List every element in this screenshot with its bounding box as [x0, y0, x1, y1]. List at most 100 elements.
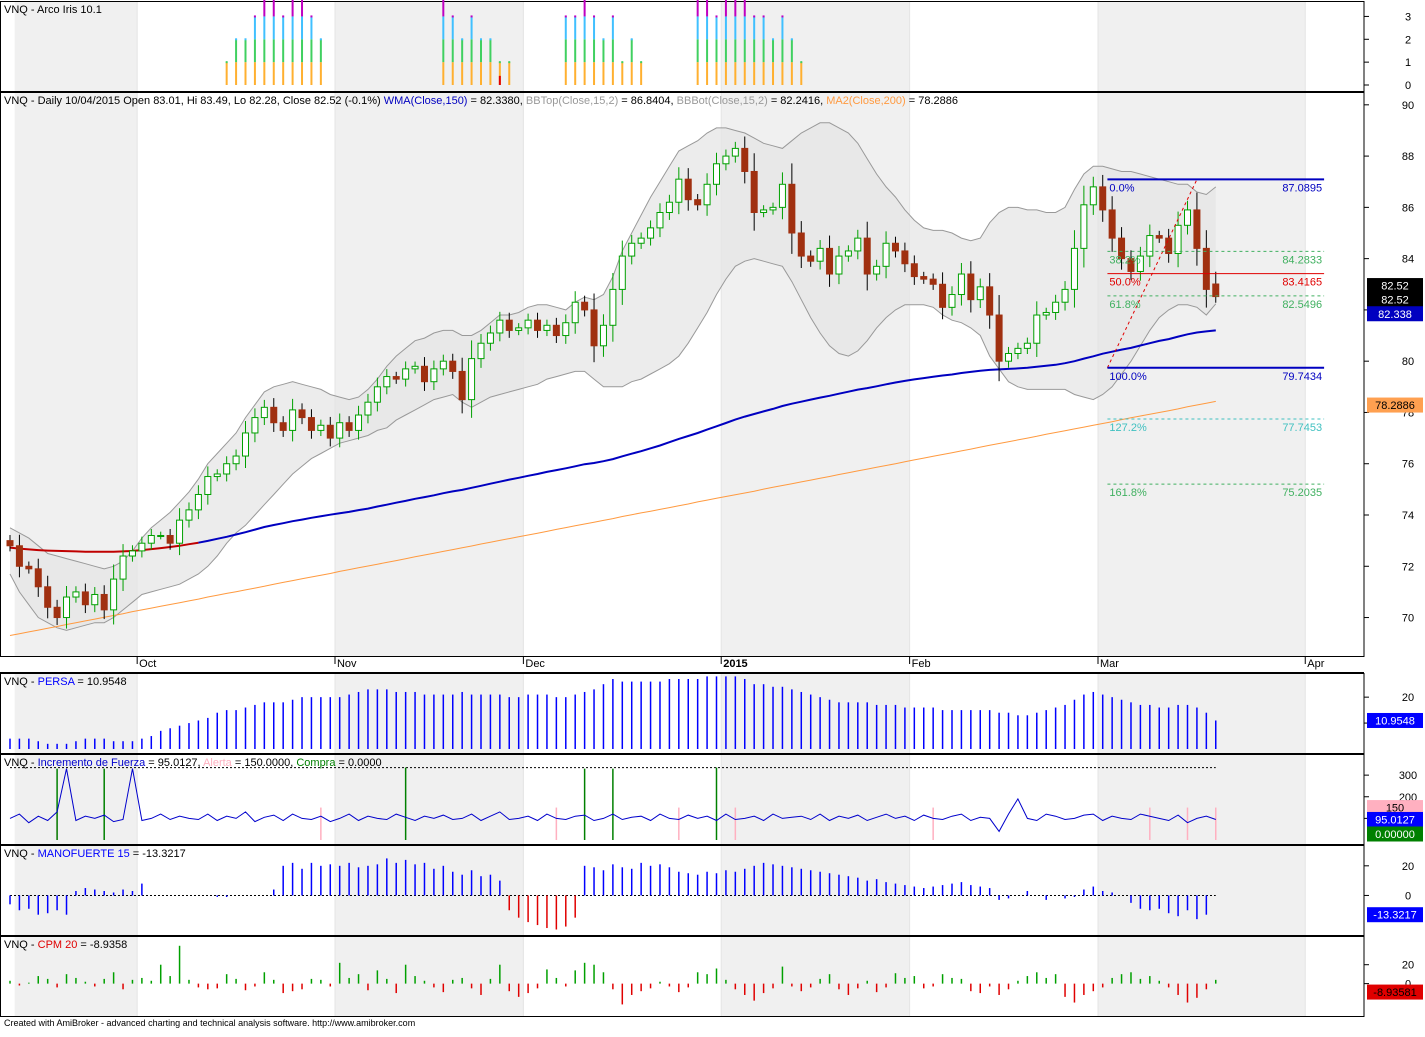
candle-body [355, 414, 363, 431]
candle-body [1023, 342, 1031, 349]
candle-body [486, 332, 494, 344]
candle-body [948, 294, 956, 308]
arco-iris-y-tick-label: 2 [1405, 34, 1411, 46]
candle-body [515, 327, 523, 331]
candle-body [81, 591, 89, 606]
candle-body [957, 273, 965, 296]
fib-level-pct: 50.0% [1109, 277, 1140, 289]
arco-iris-y-tick-label: 3 [1405, 11, 1411, 23]
candle-body [939, 283, 947, 308]
candle-body [882, 242, 890, 267]
candle-body [119, 555, 127, 580]
price-header-part: = 82.3380, [467, 95, 525, 107]
price-header: VNQ - Daily 10/04/2015 Open 83.01, Hi 83… [4, 95, 958, 107]
fuerza-y-tick-label: 300 [1399, 770, 1417, 782]
candle-body [44, 586, 52, 608]
cpm-header-part: VNQ - [4, 939, 38, 951]
candle-body [1061, 288, 1069, 303]
candle-body [34, 568, 42, 588]
candle-body [289, 409, 297, 431]
fuerza-header-part: VNQ - [4, 757, 38, 769]
price-y-tick-label: 74 [1402, 510, 1414, 522]
fuerza-badge: 95.0127 [1375, 814, 1415, 826]
price-header-part: = 78.2886 [906, 95, 958, 107]
month-shade [14, 936, 138, 1016]
persa-header-part: PERSA [38, 676, 76, 688]
x-tick-label: Nov [337, 658, 357, 670]
fuerza-badge-bg [1367, 800, 1423, 816]
candle-body [816, 247, 824, 262]
cpm-header-part: = -8.9358 [77, 939, 127, 951]
price-badge-bg [1367, 397, 1423, 413]
cpm-header-part: CPM 20 [38, 939, 78, 951]
candle-body [571, 301, 579, 324]
arco-iris-y-tick-label: 1 [1405, 57, 1411, 69]
candle-body [1155, 235, 1163, 239]
candle-body [920, 276, 928, 280]
candle-body [590, 309, 598, 347]
fuerza-header-part: Incremento de Fuerza [38, 757, 146, 769]
candle-body [373, 386, 381, 403]
candle-body [713, 163, 720, 185]
month-shade [721, 845, 910, 935]
month-shade [721, 754, 910, 844]
candle-body [1014, 347, 1022, 354]
candle-body [1193, 209, 1201, 249]
candle-body [166, 535, 174, 544]
fib-level-value: 84.2833 [1282, 254, 1322, 266]
price-y-tick-label: 70 [1402, 613, 1414, 625]
fuerza-header-part: = 150.0000, [232, 757, 297, 769]
persa-badge: 10.9548 [1375, 715, 1415, 727]
x-tick-label: Feb [912, 658, 931, 670]
price-badge-bg [1367, 292, 1423, 308]
month-shade [334, 845, 524, 935]
manofuerte-y-tick-label: 0 [1405, 890, 1411, 902]
pane-frame-fuerza [0, 754, 1365, 845]
candle-body [750, 170, 758, 213]
manofuerte-header: VNQ - MANOFUERTE 15 = -13.3217 [4, 848, 186, 860]
pane-frame-arco-iris [0, 1, 1365, 92]
month-shade [721, 936, 910, 1016]
fib-level-pct: 0.0% [1109, 182, 1134, 194]
candle-body [128, 550, 136, 557]
price-y-tick-label: 86 [1402, 202, 1414, 214]
persa-badge-bg [1367, 712, 1423, 728]
candle-body [430, 368, 438, 383]
price-y-tick-label: 90 [1402, 100, 1414, 112]
candle-body [242, 432, 249, 457]
candle-body [760, 209, 768, 213]
month-shade [1098, 673, 1306, 753]
footer-credit: Created with AmiBroker - advanced charti… [4, 1018, 416, 1028]
candle-body [279, 422, 287, 431]
candle-body [637, 237, 645, 244]
candle-body [1052, 301, 1060, 313]
candle-body [562, 322, 570, 337]
candle-body [270, 406, 278, 424]
fib-level-pct: 38.2% [1109, 254, 1140, 266]
price-y-tick-label: 88 [1402, 151, 1414, 163]
candle-body [458, 370, 466, 401]
candle-body [213, 473, 221, 478]
candle-body [694, 199, 702, 206]
candle-body [675, 178, 683, 203]
candle-body [1165, 237, 1173, 255]
cpm-badge-bg [1367, 984, 1423, 1000]
candle-body [53, 606, 61, 619]
price-y-tick-label: 80 [1402, 356, 1414, 368]
fuerza-badge: 150 [1386, 803, 1404, 815]
x-tick-label: Apr [1307, 658, 1324, 670]
candle-body [618, 255, 626, 290]
month-shade [1098, 845, 1306, 935]
month-shade [334, 1, 524, 91]
price-badge: 82.52 [1381, 281, 1409, 293]
candle-body [1089, 186, 1097, 206]
persa-header-part: = 10.9548 [74, 676, 126, 688]
candle-body [147, 535, 155, 544]
candle-body [232, 455, 240, 465]
candle-body [581, 301, 589, 311]
manofuerte-y-tick-label: 20 [1402, 861, 1414, 873]
fuerza-line [9, 768, 1216, 833]
fib-level-value: 83.4165 [1282, 277, 1322, 289]
candle-body [63, 596, 71, 619]
